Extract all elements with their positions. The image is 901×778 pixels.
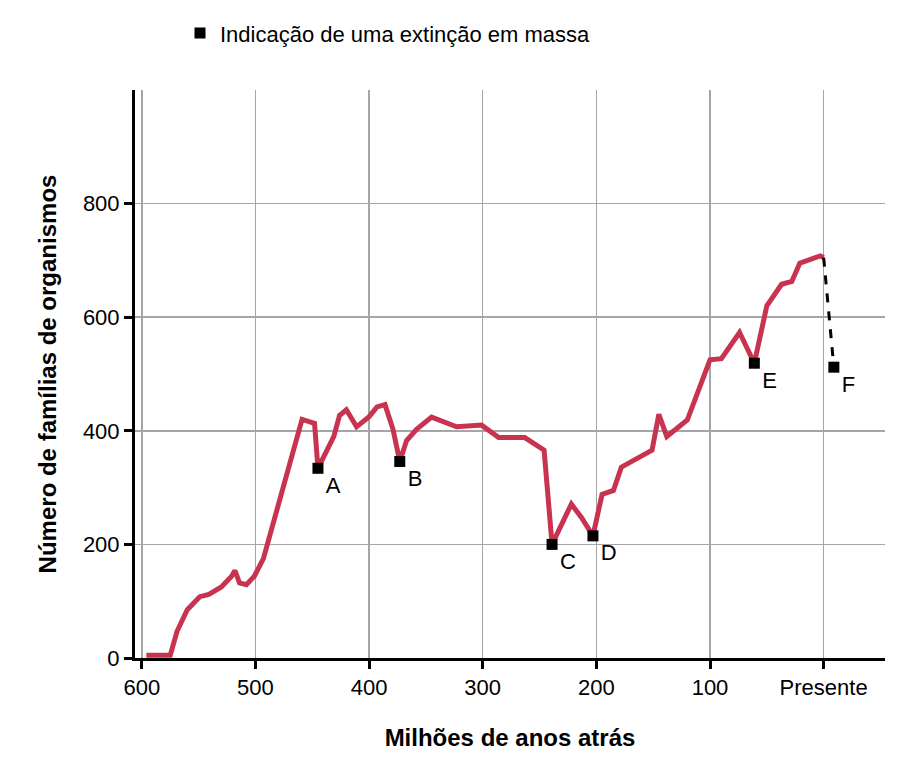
svg-text:300: 300 [464, 675, 501, 700]
svg-text:100: 100 [692, 675, 729, 700]
svg-text:A: A [326, 473, 341, 498]
svg-text:D: D [601, 540, 617, 565]
svg-text:Presente: Presente [780, 675, 868, 700]
svg-text:500: 500 [237, 675, 274, 700]
svg-text:200: 200 [578, 675, 615, 700]
svg-text:400: 400 [83, 419, 120, 444]
svg-text:E: E [762, 368, 777, 393]
svg-text:200: 200 [83, 532, 120, 557]
svg-text:Indicação de uma extinção em m: Indicação de uma extinção em massa [220, 22, 590, 47]
svg-text:600: 600 [123, 675, 160, 700]
svg-text:400: 400 [351, 675, 388, 700]
svg-text:F: F [842, 372, 855, 397]
svg-text:Milhões de anos atrás: Milhões de anos atrás [385, 724, 636, 751]
svg-text:Número de famílias de organism: Número de famílias de organismos [34, 175, 61, 574]
svg-text:0: 0 [107, 646, 119, 671]
svg-text:C: C [560, 549, 576, 574]
svg-text:600: 600 [83, 305, 120, 330]
svg-text:B: B [408, 466, 423, 491]
svg-text:800: 800 [83, 191, 120, 216]
